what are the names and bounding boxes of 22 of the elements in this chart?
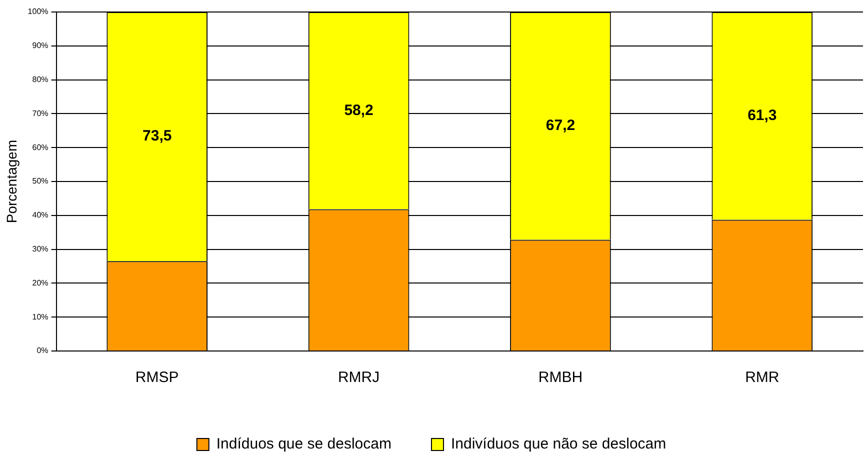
y-tick-label: 60%	[32, 142, 48, 152]
y-tick-label: 30%	[32, 244, 48, 254]
y-tick-label: 80%	[32, 75, 48, 84]
legend-label: Indíduos que se deslocam	[216, 436, 392, 453]
data-label: 67,2	[546, 117, 576, 134]
data-label: 73,5	[142, 128, 172, 145]
y-tick-label: 70%	[32, 108, 48, 118]
x-tick-label: RMR	[745, 369, 780, 386]
y-tick-label: 0%	[36, 346, 48, 356]
x-tick-label: RMBH	[538, 369, 583, 386]
y-tick-label: 10%	[32, 312, 48, 322]
x-tick-label: RMRJ	[338, 369, 380, 386]
x-tick-label: RMSP	[135, 369, 179, 386]
y-tick-label: 20%	[32, 278, 48, 288]
y-axis-title: Porcentagem	[3, 140, 20, 224]
data-label: 61,3	[748, 107, 777, 124]
y-tick-label: 40%	[32, 210, 48, 220]
y-tick-label: 50%	[32, 176, 48, 186]
data-label: 58,2	[344, 102, 374, 119]
y-tick-label: 100%	[28, 7, 48, 16]
y-tick-label: 90%	[32, 41, 48, 50]
legend-label: Indivíduos que não se deslocam	[450, 436, 666, 453]
